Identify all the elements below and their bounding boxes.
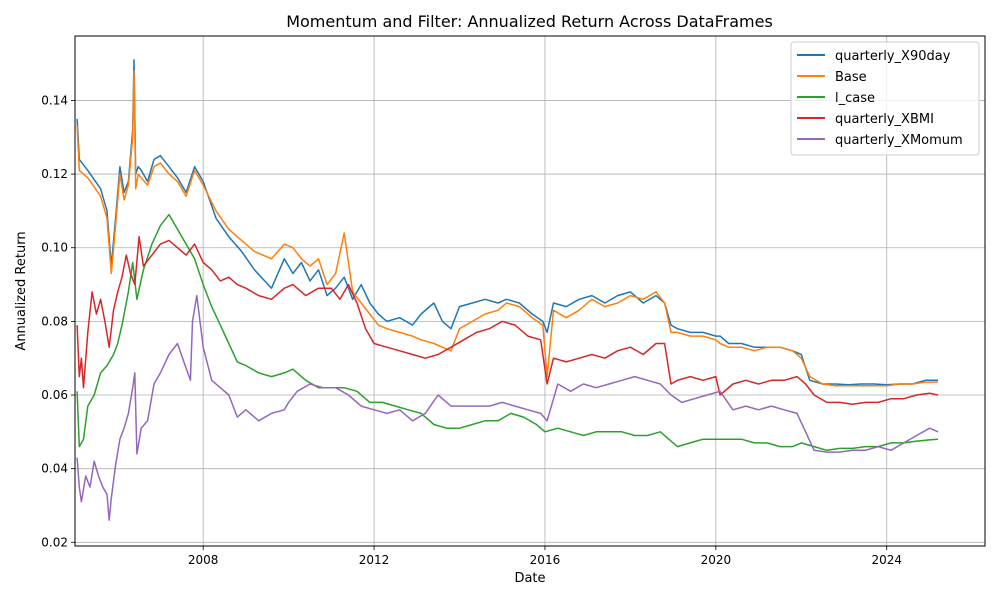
axis-ticks: 2008 2012 2016 2020 2024 0.02 0.04 0.06 0.08 0.10… xyxy=(41,93,902,567)
y-tick-label: 0.12 xyxy=(41,167,68,181)
legend-label-quarterly-x90day: quarterly_X90day xyxy=(835,49,951,64)
y-tick-label: 0.06 xyxy=(41,388,68,402)
x-tick-label: 2008 xyxy=(188,553,219,567)
grid xyxy=(75,36,985,546)
legend-label-quarterly-xmomum: quarterly_XMomum xyxy=(835,133,963,148)
legend-label-l-case: l_case xyxy=(835,91,875,106)
series-layer xyxy=(76,59,939,521)
y-tick-label: 0.14 xyxy=(41,93,68,107)
series-line-l-case xyxy=(76,213,939,452)
series-line-quarterly-x90day xyxy=(76,59,938,386)
x-tick-label: 2020 xyxy=(701,553,732,567)
y-axis-label: Annualized Return xyxy=(14,231,29,350)
legend: quarterly_X90day Base l_case quarterly_XBMI… xyxy=(790,41,980,156)
y-tick-label: 0.04 xyxy=(41,462,68,476)
legend-box xyxy=(790,41,980,156)
plot-frame xyxy=(74,35,986,547)
series-line-quarterly-xbmi xyxy=(76,235,939,405)
y-tick-label: 0.02 xyxy=(41,535,68,549)
x-tick-label: 2016 xyxy=(530,553,561,567)
y-tick-label: 0.08 xyxy=(41,314,68,328)
legend-label-quarterly-xbmi: quarterly_XBMI xyxy=(835,112,934,127)
legend-label-base: Base xyxy=(835,70,867,85)
x-axis-label: Date xyxy=(514,571,545,586)
series-line-quarterly-xmomum xyxy=(76,294,939,521)
y-tick-label: 0.10 xyxy=(41,241,68,255)
chart-title: Momentum and Filter: Annualized Return A… xyxy=(286,12,773,31)
x-tick-label: 2024 xyxy=(871,553,902,567)
series-line-base xyxy=(76,70,938,387)
x-tick-label: 2012 xyxy=(359,553,390,567)
